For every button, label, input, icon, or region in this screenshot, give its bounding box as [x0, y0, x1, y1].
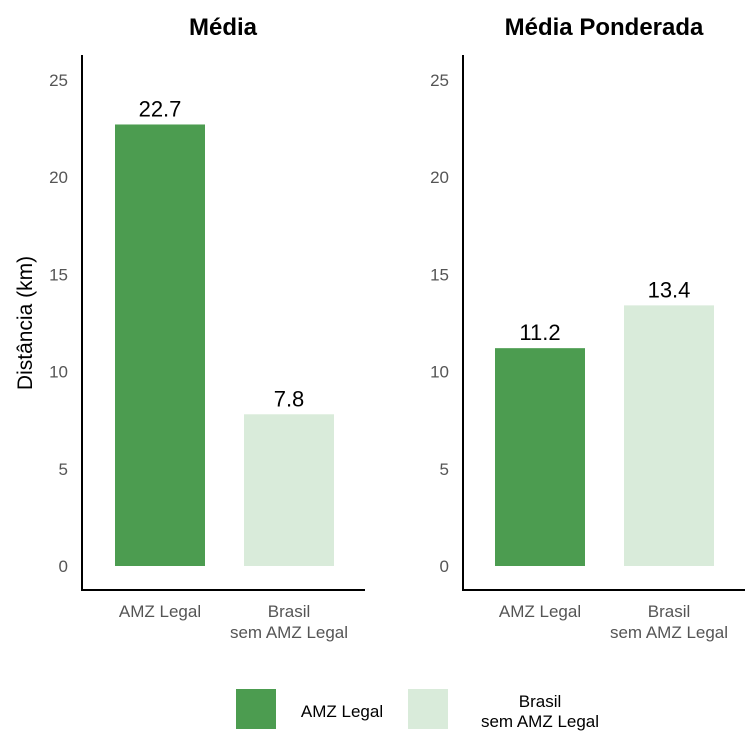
panel-title: Média: [189, 14, 258, 41]
legend-label: sem AMZ Legal: [481, 712, 599, 731]
y-tick-label: 5: [59, 460, 68, 479]
data-label: 7.8: [274, 386, 305, 411]
bar: [115, 124, 205, 567]
panel-media-ponderada: Média Ponderada 0 5 10 15 20 25 11.2 13.4 AMZ …: [430, 14, 745, 642]
bars: [115, 124, 334, 567]
y-tick-label: 25: [430, 71, 449, 90]
y-tick-labels: 0 5 10 15 20 25: [430, 71, 449, 576]
y-tick-labels: 0 5 10 15 20 25: [49, 71, 68, 576]
y-tick-label: 10: [49, 363, 68, 382]
x-tick-label: Brasil: [268, 602, 311, 621]
data-labels: 22.7 7.8: [139, 96, 305, 411]
legend-label: Brasil: [519, 692, 562, 711]
x-tick-label: sem AMZ Legal: [610, 623, 728, 642]
x-tick-label: Brasil: [648, 602, 691, 621]
y-tick-label: 0: [440, 557, 449, 576]
data-labels: 11.2 13.4: [519, 277, 690, 345]
data-label: 13.4: [648, 277, 691, 302]
y-tick-label: 20: [49, 168, 68, 187]
legend-swatch: [236, 689, 276, 729]
y-tick-label: 15: [430, 265, 449, 284]
x-tick-labels: AMZ Legal Brasil sem AMZ Legal: [119, 602, 348, 642]
y-axis-label: Distância (km): [14, 256, 37, 390]
bar: [495, 348, 585, 566]
x-tick-label: AMZ Legal: [119, 602, 201, 621]
y-tick-label: 0: [59, 557, 68, 576]
data-label: 11.2: [519, 320, 560, 345]
x-tick-label: AMZ Legal: [499, 602, 581, 621]
bars: [495, 305, 714, 566]
y-tick-label: 25: [49, 71, 68, 90]
data-label: 22.7: [139, 96, 182, 121]
panel-title: Média Ponderada: [505, 14, 704, 41]
legend-label: AMZ Legal: [301, 702, 383, 721]
y-tick-label: 15: [49, 265, 68, 284]
bar: [244, 414, 334, 566]
bar: [624, 305, 714, 566]
y-tick-label: 5: [440, 460, 449, 479]
y-tick-label: 20: [430, 168, 449, 187]
y-tick-label: 10: [430, 363, 449, 382]
x-tick-labels: AMZ Legal Brasil sem AMZ Legal: [499, 602, 728, 642]
x-tick-label: sem AMZ Legal: [230, 623, 348, 642]
legend-swatch: [408, 689, 448, 729]
